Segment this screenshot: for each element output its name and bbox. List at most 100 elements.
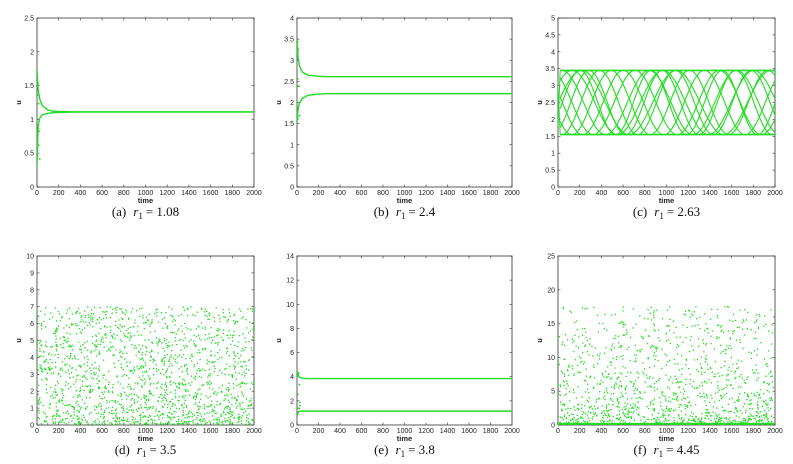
data-point [662, 414, 664, 417]
data-point [615, 382, 617, 384]
data-point [633, 383, 635, 385]
data-point [122, 318, 124, 320]
data-point [705, 342, 707, 345]
data-point [757, 404, 759, 407]
data-point [597, 331, 600, 333]
data-point [108, 370, 110, 373]
data-point [75, 332, 78, 335]
data-point [680, 381, 683, 383]
data-point [713, 401, 716, 403]
y-tick-label: 1 [290, 142, 294, 149]
data-point [68, 344, 71, 346]
y-tick-label: 9 [30, 270, 34, 277]
transient-point [297, 375, 299, 378]
data-point [228, 308, 230, 311]
data-point [577, 418, 579, 420]
data-point [151, 350, 153, 353]
data-point [237, 341, 240, 343]
data-point [145, 422, 148, 424]
data-point [688, 350, 691, 353]
data-point [187, 390, 189, 392]
data-point [747, 421, 749, 423]
data-point [93, 350, 95, 352]
data-point [584, 405, 586, 407]
data-point [99, 416, 102, 418]
data-point [210, 327, 212, 329]
data-point [650, 306, 652, 309]
data-point [38, 409, 40, 412]
data-point [721, 388, 723, 391]
data-point [249, 407, 251, 410]
data-point [229, 410, 231, 413]
data-point [95, 346, 97, 348]
data-point [647, 308, 649, 311]
data-point [661, 318, 664, 320]
data-point [111, 337, 114, 339]
data-point [586, 339, 589, 342]
data-point [91, 342, 94, 345]
data-point [144, 354, 147, 356]
data-point [737, 399, 739, 401]
data-point [37, 376, 38, 378]
data-point [704, 423, 707, 425]
data-point [231, 376, 234, 378]
data-point [208, 318, 211, 321]
data-point [106, 399, 108, 402]
data-point [163, 350, 166, 352]
data-point [66, 341, 68, 343]
data-point [56, 345, 58, 348]
data-point [116, 418, 119, 420]
data-point [703, 350, 705, 353]
data-point [243, 349, 245, 352]
data-point [114, 419, 117, 422]
data-point [105, 316, 108, 319]
data-point [229, 418, 231, 421]
data-point [582, 342, 584, 344]
data-point [233, 417, 235, 419]
data-point [590, 405, 592, 407]
data-point [201, 308, 203, 311]
data-point [245, 318, 247, 321]
data-point [83, 356, 86, 359]
data-point [169, 400, 172, 403]
data-point [235, 378, 238, 380]
data-point [623, 406, 625, 408]
data-point [94, 422, 96, 424]
data-point [684, 403, 686, 406]
data-point [729, 420, 731, 422]
data-point [98, 332, 100, 335]
data-point [770, 370, 772, 372]
data-point [639, 315, 641, 317]
data-point [146, 347, 148, 349]
data-point [237, 345, 239, 348]
caption-value: = 1.08 [146, 204, 179, 219]
data-point [111, 399, 113, 402]
data-point [173, 410, 175, 412]
data-point [643, 416, 646, 418]
data-point [196, 394, 198, 396]
data-point [39, 367, 41, 369]
data-point [635, 323, 637, 325]
data-point [75, 423, 77, 425]
data-point [227, 420, 229, 422]
data-point [711, 371, 714, 373]
data-point [112, 383, 114, 386]
data-point [136, 394, 138, 397]
data-point [731, 397, 734, 400]
data-point [156, 342, 158, 344]
data-point [716, 421, 719, 424]
data-point [174, 389, 177, 392]
data-point [638, 407, 640, 409]
data-point [156, 370, 158, 372]
data-layer [37, 68, 254, 167]
data-point [760, 415, 763, 417]
data-point [213, 418, 215, 421]
data-point [58, 401, 61, 403]
data-point [705, 404, 707, 406]
data-point [209, 421, 212, 424]
data-point [655, 380, 658, 383]
data-point [73, 413, 76, 416]
data-point [223, 417, 226, 419]
data-point [571, 422, 573, 425]
data-point [58, 421, 60, 423]
